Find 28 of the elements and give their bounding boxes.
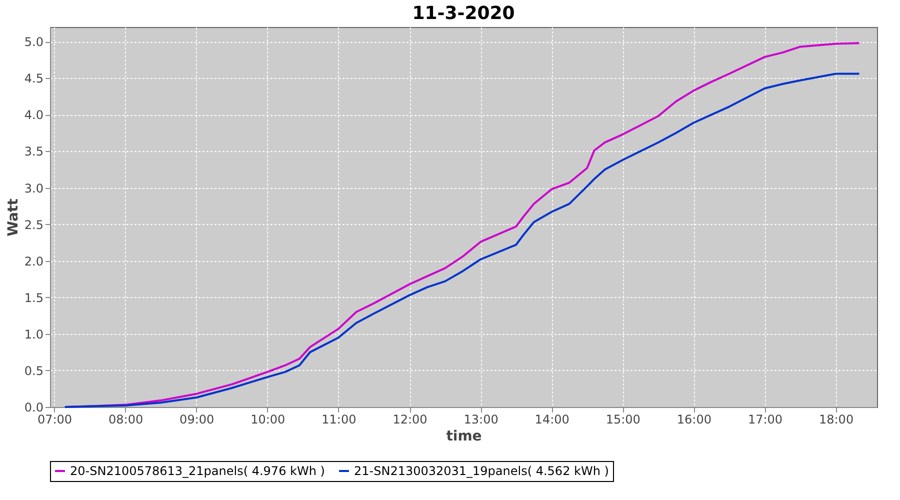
y-tick-label: 0.0 [24,400,44,414]
x-tick-label: 09:00 [180,412,214,426]
x-tick-label: 10:00 [250,412,286,426]
x-tick-label: 12:00 [392,412,428,426]
x-tick-label: 15:00 [606,412,640,426]
y-tick-label: 5.0 [24,35,44,50]
x-tick-label: 14:00 [534,412,570,426]
x-tick-label: 08:00 [108,412,144,426]
y-tick-label: 4.0 [24,108,44,122]
x-tick-label: 13:00 [464,412,498,426]
y-tick-label: 2.0 [24,254,44,268]
legend-label: 21-SN2130032031_19panels( 4.562 kWh ) [354,464,609,478]
y-tick-label: 4.5 [24,72,44,86]
y-tick-label: 3.0 [24,181,44,196]
x-axis-title: time [446,428,482,444]
x-tick-label: 18:00 [818,412,854,426]
x-tick-label: 16:00 [676,412,712,426]
legend-label: 20-SN2100578613_21panels( 4.976 kWh ) [70,464,325,478]
y-axis-title: Watt [5,198,22,236]
x-tick-label: 17:00 [748,412,783,426]
y-tick-label: 0.5 [24,364,44,378]
x-tick-label: 07:00 [37,412,72,426]
y-tick-label: 1.0 [24,327,44,342]
y-tick-label: 1.5 [24,290,44,305]
chart-title: 11-3-2020 [412,3,515,24]
y-tick-label: 2.5 [24,218,44,232]
y-tick-label: 3.5 [24,144,44,159]
x-tick-label: 11:00 [322,412,356,426]
